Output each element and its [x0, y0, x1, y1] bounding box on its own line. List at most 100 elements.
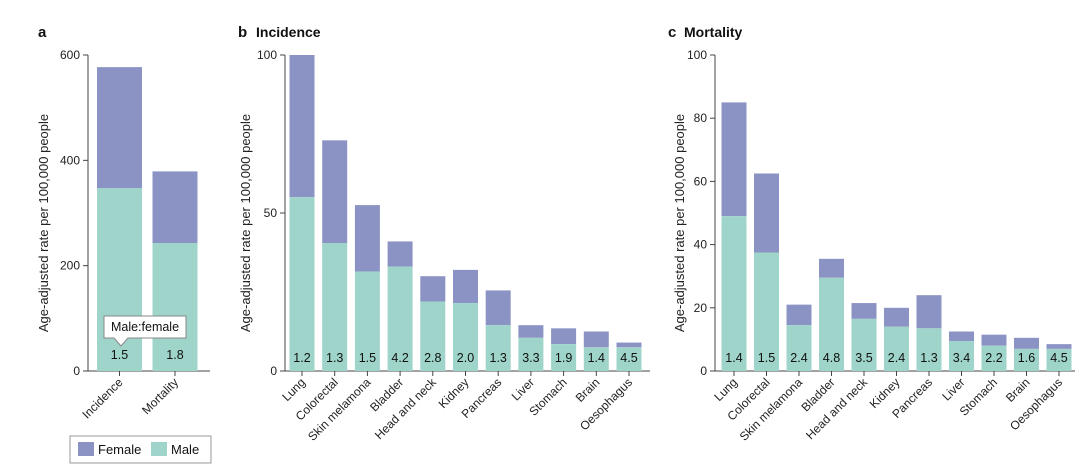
bar-male	[916, 328, 942, 371]
ratio-label: 4.5	[1050, 351, 1067, 365]
bar-female	[721, 102, 747, 217]
bar-male	[453, 303, 478, 371]
bar-female	[949, 331, 974, 341]
y-tick-label: 100	[687, 48, 707, 62]
ratio-label: 2.0	[457, 351, 474, 365]
ratio-label: 1.4	[725, 351, 742, 365]
ratio-label: 1.3	[326, 351, 343, 365]
y-tick-label: 60	[694, 174, 708, 188]
bar-female	[851, 303, 877, 319]
bar-male	[949, 340, 974, 371]
bar-female	[97, 67, 142, 189]
legend-label-female: Female	[98, 442, 141, 457]
legend-label-male: Male	[171, 442, 199, 457]
panel-letter: a	[38, 24, 47, 41]
category-label: Liver	[509, 375, 537, 403]
ratio-label: 1.3	[920, 351, 937, 365]
bar-female	[551, 328, 577, 345]
panel-c: c Mortality 0 20 40 60 80 100 Age-adjusted rate …	[668, 24, 1075, 444]
panel-title: Mortality	[684, 24, 743, 40]
bar-female	[387, 241, 413, 267]
panel-b: b Incidence 0 50 100 Age-adjusted rate per 10…	[238, 24, 650, 444]
ratio-label: 4.5	[620, 351, 637, 365]
bar-female	[981, 334, 1007, 346]
y-tick-label: 0	[700, 364, 707, 378]
ratio-label: 3.5	[855, 351, 872, 365]
bar-male	[583, 347, 609, 371]
panel-letter: b	[238, 24, 247, 41]
bar-male	[289, 197, 315, 371]
ratio-label: 2.4	[888, 351, 905, 365]
category-label: Lung	[279, 375, 308, 404]
category-label: Brain	[573, 375, 603, 405]
y-axis-label: Age-adjusted rate per 100,000 people	[36, 114, 51, 332]
bar-male	[851, 318, 877, 371]
ratio-label: 1.6	[1018, 351, 1035, 365]
bar-male	[354, 271, 380, 371]
legend: Female Male	[69, 435, 212, 464]
bar-female	[289, 55, 315, 198]
callout-text: Male:female	[111, 320, 179, 334]
bar-female	[884, 307, 909, 327]
ratio-label: 1.5	[758, 351, 775, 365]
ratio-label: 2.4	[790, 351, 807, 365]
bar-female	[616, 342, 642, 348]
y-axis-label: Age-adjusted rate per 100,000 people	[672, 114, 687, 332]
bar-male	[981, 345, 1007, 371]
bar-female	[322, 140, 348, 244]
bar-female	[1046, 344, 1072, 349]
ratio-callout: Male:female	[103, 315, 187, 347]
category-label: Liver	[939, 375, 967, 403]
bar-female	[916, 295, 942, 329]
y-tick-label: 50	[264, 206, 278, 220]
bar-female	[152, 171, 198, 244]
bar-male	[152, 243, 198, 371]
ratio-label: 2.2	[985, 351, 1002, 365]
bar-male	[754, 252, 779, 371]
bar-female	[754, 173, 779, 253]
bar-female	[518, 325, 544, 338]
bar-male	[485, 325, 511, 371]
bar-male	[786, 325, 812, 371]
bar-male	[721, 216, 747, 371]
ratio-label: 4.8	[823, 351, 840, 365]
ratio-label: 1.2	[293, 351, 310, 365]
panel-letter: c	[668, 24, 676, 41]
y-tick-label: 600	[60, 48, 80, 62]
ratio-label: 4.2	[391, 351, 408, 365]
bar-female	[485, 290, 511, 326]
category-label: Brain	[1003, 375, 1033, 405]
bar-female	[583, 331, 609, 348]
category-label: Mortality	[139, 375, 181, 417]
legend-swatch-female	[78, 442, 94, 456]
bar-female	[453, 269, 478, 304]
y-tick-label: 200	[60, 259, 80, 273]
bar-male	[322, 243, 348, 371]
ratio-label: 1.5	[359, 351, 376, 365]
y-tick-label: 100	[257, 48, 277, 62]
y-tick-label: 80	[694, 111, 708, 125]
bar-male	[420, 301, 446, 371]
ratio-label: 3.3	[522, 351, 539, 365]
bar-male	[518, 337, 544, 371]
bar-male	[551, 344, 577, 371]
bar-female	[420, 276, 446, 302]
y-tick-label: 20	[694, 301, 708, 315]
ratio-label: 1.5	[111, 348, 128, 362]
bar-male	[884, 326, 909, 371]
category-label: Lung	[711, 375, 740, 404]
ratio-label: 1.8	[166, 348, 183, 362]
bar-male	[1046, 348, 1072, 371]
bar-male	[1014, 348, 1039, 371]
category-label: Incidence	[79, 375, 125, 421]
ratio-label: 1.9	[555, 351, 572, 365]
y-tick-label: 400	[60, 153, 80, 167]
ratio-label: 2.8	[424, 351, 441, 365]
bar-male	[387, 266, 413, 371]
bar-male	[819, 277, 844, 371]
legend-swatch-male	[151, 442, 167, 456]
bar-female	[354, 205, 380, 272]
callout-box	[103, 315, 187, 347]
ratio-label: 1.4	[588, 351, 605, 365]
